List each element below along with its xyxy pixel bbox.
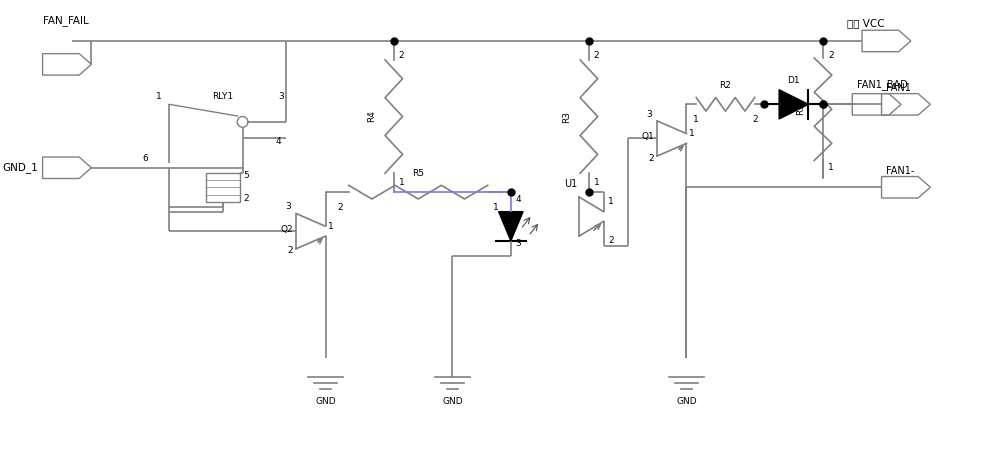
Text: 1: 1	[689, 129, 695, 138]
Text: R1: R1	[796, 103, 805, 115]
Text: 2: 2	[608, 237, 614, 246]
Polygon shape	[499, 212, 523, 241]
Text: 1: 1	[328, 222, 334, 231]
Text: R3: R3	[562, 110, 571, 122]
Text: FAN1: FAN1	[886, 83, 911, 93]
Text: 1: 1	[828, 163, 834, 172]
Text: 5: 5	[243, 171, 249, 180]
Text: Q2: Q2	[281, 225, 293, 234]
Text: 1: 1	[608, 197, 614, 206]
Text: 1: 1	[399, 178, 404, 187]
Text: GND: GND	[442, 397, 463, 406]
Text: FAN1-: FAN1-	[886, 166, 915, 176]
Text: 3: 3	[647, 109, 652, 119]
Text: FAN1_BAD: FAN1_BAD	[857, 79, 908, 89]
Text: FAN_FAIL: FAN_FAIL	[43, 15, 88, 26]
Text: D1: D1	[787, 76, 800, 85]
Text: 2: 2	[752, 115, 758, 124]
Text: 4: 4	[276, 137, 282, 146]
Text: 2: 2	[288, 246, 293, 255]
Text: Q1: Q1	[642, 132, 654, 141]
Text: U1: U1	[565, 179, 578, 189]
Text: 4: 4	[516, 195, 521, 204]
Text: 2: 2	[243, 195, 249, 203]
Text: GND_1: GND_1	[2, 162, 38, 173]
Text: GND: GND	[676, 397, 697, 406]
Text: 2: 2	[828, 51, 834, 60]
Text: R2: R2	[720, 81, 731, 89]
Text: 2: 2	[399, 51, 404, 60]
Text: 3: 3	[286, 202, 291, 211]
Text: R5: R5	[412, 169, 424, 178]
Text: 2: 2	[337, 203, 343, 212]
Text: 电源 VCC: 电源 VCC	[847, 18, 885, 28]
Text: RLY1: RLY1	[213, 92, 234, 101]
Text: GND: GND	[315, 397, 336, 406]
Text: 1: 1	[493, 203, 499, 212]
Text: 3: 3	[516, 239, 521, 248]
Text: 1: 1	[156, 92, 162, 101]
Text: 2: 2	[594, 51, 599, 60]
Text: 6: 6	[142, 154, 148, 163]
Text: 3: 3	[279, 92, 284, 101]
Text: R4: R4	[367, 110, 376, 122]
Text: 2: 2	[649, 153, 654, 162]
Polygon shape	[779, 89, 808, 119]
Bar	[206, 173, 240, 202]
Text: 1: 1	[594, 178, 600, 187]
Text: 1: 1	[693, 115, 699, 124]
